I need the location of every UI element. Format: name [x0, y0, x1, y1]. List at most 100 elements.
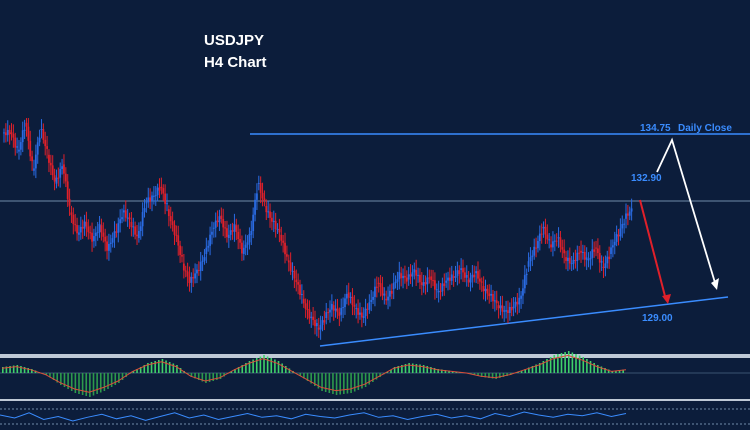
panel-separator-top — [0, 354, 750, 358]
candle-body — [583, 251, 586, 260]
macd-bar — [74, 373, 77, 393]
candle-body — [244, 244, 247, 248]
macd-bar — [281, 363, 283, 373]
candle-body — [179, 245, 182, 255]
candle-body — [428, 277, 431, 279]
macd-bar — [118, 373, 120, 383]
candle-body — [81, 226, 84, 229]
candle-body — [182, 263, 185, 271]
macd-bar — [63, 373, 66, 387]
candle-body — [34, 154, 37, 169]
candle-body — [134, 226, 137, 235]
candle-body — [357, 308, 359, 315]
macd-bar — [538, 363, 541, 373]
candle-body — [57, 177, 60, 179]
macd-bar — [274, 359, 276, 373]
macd-bar — [578, 355, 581, 373]
candle-body — [557, 237, 560, 239]
candle-body — [512, 306, 515, 309]
candle-body — [121, 217, 123, 220]
macd-bar — [255, 358, 258, 373]
macd-bar — [622, 369, 624, 373]
candle-body — [160, 186, 163, 189]
candle-body — [619, 228, 622, 237]
macd-bar — [216, 373, 218, 380]
candle-body — [364, 308, 367, 317]
candle-body — [452, 276, 455, 278]
candle-body — [462, 268, 464, 273]
candle-body — [565, 257, 567, 261]
candle-body — [366, 308, 369, 310]
candle-body — [329, 309, 331, 313]
macd-bar — [70, 373, 73, 391]
candle-body — [18, 149, 20, 152]
candle-body — [293, 270, 296, 279]
candle-body — [83, 221, 86, 229]
macd-bar — [20, 366, 22, 373]
macd-bar — [567, 351, 570, 373]
candle-body — [422, 282, 425, 286]
candle-body — [362, 316, 365, 318]
candle-body — [49, 162, 52, 166]
candle-body — [505, 310, 507, 312]
macd-bar — [234, 369, 236, 373]
candle-body — [458, 270, 461, 275]
candle-body — [115, 231, 118, 233]
candle-body — [542, 226, 545, 229]
candle-body — [482, 286, 485, 292]
candle-body — [94, 232, 97, 237]
support-trendline — [319, 296, 729, 347]
candle-body — [212, 227, 215, 229]
macd-bar — [564, 352, 566, 373]
candle-body — [40, 129, 43, 131]
macd-bar — [393, 367, 396, 373]
candle-body — [252, 214, 255, 231]
candle-body — [600, 261, 603, 263]
candle-body — [38, 137, 41, 143]
candle-body — [445, 280, 448, 283]
candle-body — [254, 199, 256, 215]
macd-bar — [89, 373, 91, 397]
candle-body — [128, 217, 131, 220]
candle-body — [525, 273, 528, 276]
macd-bar — [252, 359, 254, 373]
candle-body — [332, 305, 335, 311]
candle-body — [385, 298, 388, 301]
candle-body — [25, 122, 28, 127]
candle-body — [413, 269, 416, 273]
macd-bar — [379, 373, 381, 377]
macd-bar — [375, 373, 378, 380]
macd-bar — [549, 357, 552, 373]
candle-body — [173, 224, 176, 235]
candle-body — [424, 282, 427, 285]
macd-bar — [295, 373, 298, 374]
candle-body — [503, 310, 506, 312]
candle-body — [139, 226, 142, 232]
candle-body — [46, 146, 48, 149]
candle-body — [162, 188, 165, 194]
candle-body — [471, 274, 474, 278]
candle-body — [561, 247, 564, 250]
candle-body — [611, 245, 614, 248]
candle-body — [167, 209, 170, 217]
candle-body — [66, 181, 69, 199]
candle-body — [448, 277, 451, 281]
candle-body — [98, 223, 101, 233]
candle-body — [278, 228, 281, 233]
candle-body — [89, 232, 92, 234]
candle-body — [610, 247, 612, 254]
macd-histogram — [1, 351, 627, 397]
macd-bar — [172, 363, 175, 373]
candle-body — [377, 282, 380, 284]
candle-body — [574, 259, 577, 261]
macd-bar — [96, 373, 98, 394]
candle-body — [231, 230, 234, 232]
candlestick-series — [3, 118, 633, 340]
candle-body — [404, 275, 406, 278]
macd-bar — [60, 373, 62, 385]
macd-bar — [618, 370, 621, 373]
candle-body — [486, 288, 489, 294]
candle-body — [411, 272, 414, 277]
candle-body — [224, 227, 226, 229]
